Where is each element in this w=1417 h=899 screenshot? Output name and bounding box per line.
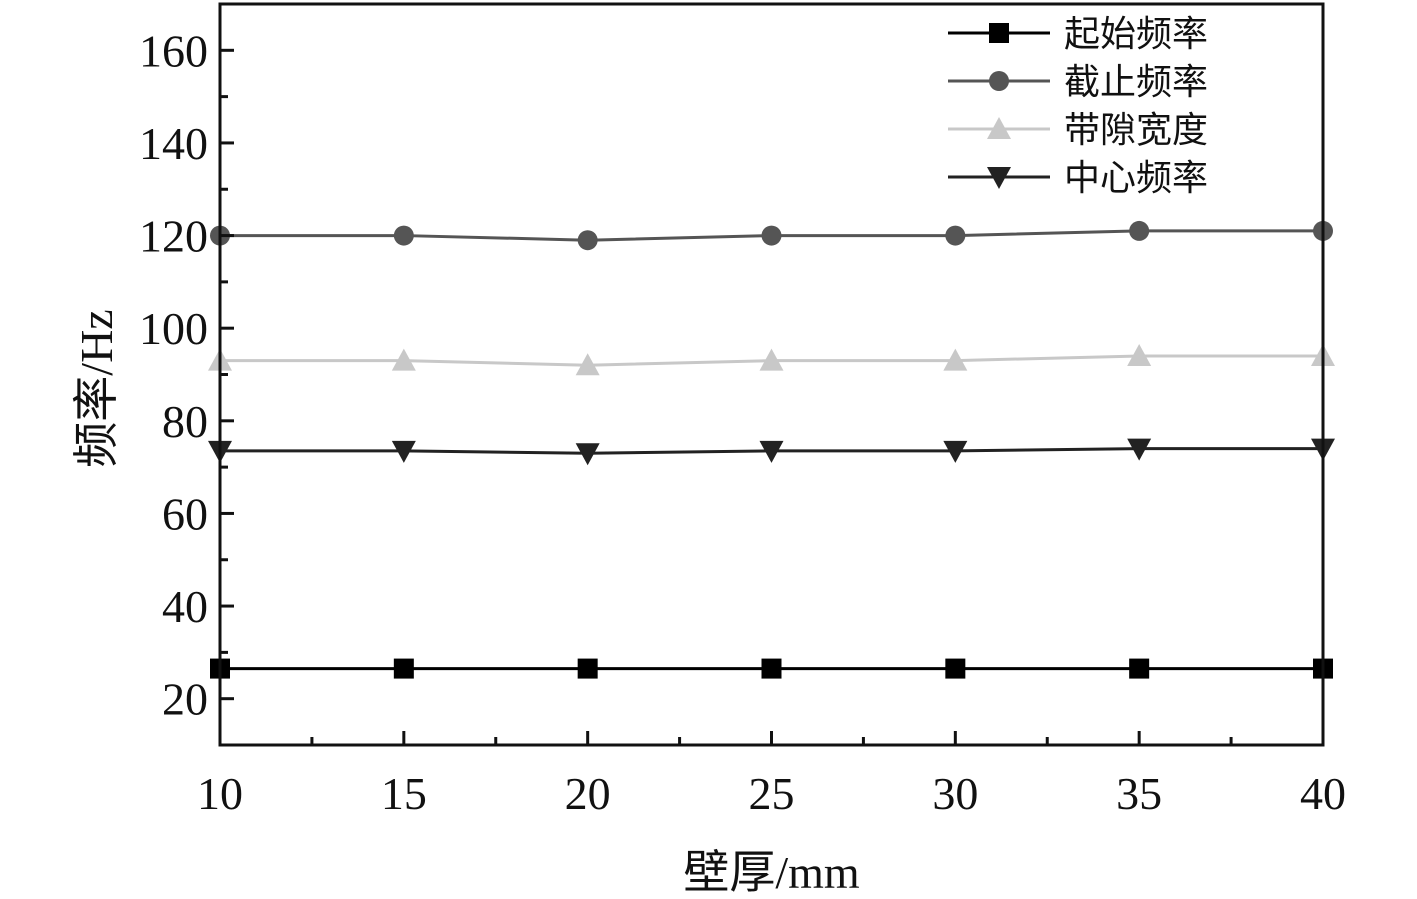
y-tick-label: 60 xyxy=(162,488,208,539)
y-axis-title: 频率/Hz xyxy=(71,309,122,467)
legend-label: 中心频率 xyxy=(1064,158,1208,199)
legend-entry: 起始频率 xyxy=(948,14,1208,55)
legend-label: 截止频率 xyxy=(1064,62,1208,103)
axis-ticks: 10 15 20 25 30 35 40 20 40 60 80 100 120 140 160 xyxy=(139,2,1346,819)
y-tick-label: 140 xyxy=(139,118,208,169)
data-point xyxy=(943,440,968,463)
legend-label: 带隙宽度 xyxy=(1064,110,1208,151)
data-point xyxy=(577,658,598,679)
plot-area xyxy=(208,220,1335,679)
data-point xyxy=(1127,438,1152,461)
x-tick-label: 15 xyxy=(381,768,427,819)
x-tick-label: 25 xyxy=(749,768,795,819)
legend-label: 起始频率 xyxy=(1064,14,1208,55)
data-point xyxy=(1129,658,1150,679)
data-point xyxy=(761,658,782,679)
y-tick-label: 160 xyxy=(139,25,208,76)
legend-entry: 中心频率 xyxy=(948,158,1208,199)
x-tick-label: 40 xyxy=(1300,768,1346,819)
data-point xyxy=(1129,220,1150,241)
data-point xyxy=(575,353,600,376)
data-point xyxy=(393,225,414,246)
legend-marker xyxy=(987,167,1011,189)
y-tick-label: 40 xyxy=(162,581,208,632)
y-tick-label: 120 xyxy=(139,211,208,262)
data-point xyxy=(577,230,598,251)
legend-marker xyxy=(989,71,1009,91)
x-tick-label: 20 xyxy=(565,768,611,819)
y-tick-label: 20 xyxy=(162,674,208,725)
data-point xyxy=(575,443,600,466)
y-tick-label: 100 xyxy=(139,303,208,354)
legend-entry: 带隙宽度 xyxy=(948,110,1208,151)
x-axis-title: 壁厚/mm xyxy=(683,847,860,898)
data-point xyxy=(759,348,784,371)
data-point xyxy=(761,225,782,246)
x-tick-label: 10 xyxy=(197,768,243,819)
series-3 xyxy=(208,343,1335,376)
y-tick-label: 80 xyxy=(162,396,208,447)
series-4 xyxy=(208,438,1335,466)
data-point xyxy=(943,348,968,371)
data-point xyxy=(759,440,784,463)
data-point xyxy=(1127,343,1152,366)
series-1 xyxy=(210,658,1333,679)
series-2 xyxy=(210,220,1333,251)
legend-marker xyxy=(989,23,1009,43)
data-point xyxy=(391,348,416,371)
x-tick-label: 30 xyxy=(932,768,978,819)
legend-marker xyxy=(987,117,1011,139)
data-point xyxy=(945,658,966,679)
legend-entry: 截止频率 xyxy=(948,62,1208,103)
data-point xyxy=(393,658,414,679)
data-point xyxy=(391,440,416,463)
x-tick-label: 35 xyxy=(1116,768,1162,819)
data-point xyxy=(945,225,966,246)
